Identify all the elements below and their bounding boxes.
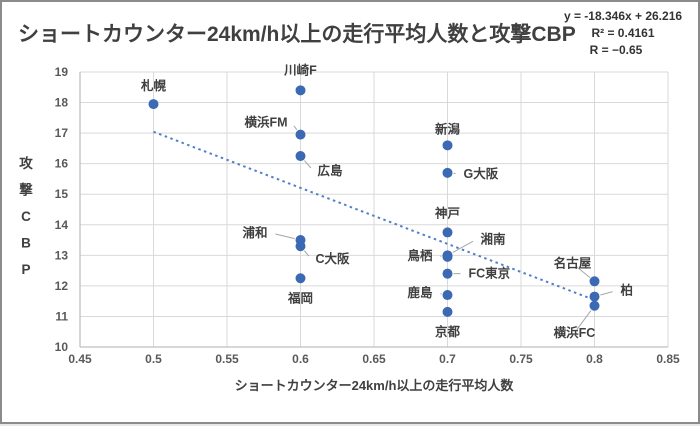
y-tick-label: 16 — [55, 157, 69, 171]
data-point — [296, 85, 306, 95]
y-tick-label: 11 — [55, 309, 68, 323]
data-point-label: 柏 — [621, 283, 634, 298]
data-point-label: 神戸 — [435, 205, 460, 220]
x-tick-label: 0.85 — [656, 352, 680, 366]
x-tick-label: 0.45 — [68, 352, 92, 366]
chart-title: ショートカウンター24km/h以上の走行平均人数と攻撃CBP — [18, 22, 576, 46]
y-tick-label: 17 — [55, 126, 69, 140]
data-point — [443, 168, 453, 178]
data-point — [443, 269, 453, 279]
data-point — [443, 307, 453, 317]
label-leader-line — [275, 234, 294, 239]
x-tick-label: 0.75 — [509, 352, 533, 366]
x-tick-label: 0.6 — [292, 352, 309, 366]
grid-layer — [80, 72, 668, 347]
data-point — [296, 130, 306, 140]
data-point — [590, 276, 600, 286]
r-value: R = −0.65 — [590, 43, 643, 57]
data-point-label: 鹿島 — [407, 285, 433, 300]
data-point-label: 新潟 — [435, 121, 461, 136]
data-point-label: 京都 — [435, 324, 461, 339]
x-tick-label: 0.65 — [362, 352, 386, 366]
x-tick-label: 0.7 — [439, 352, 456, 366]
data-point-label: 川崎F — [283, 62, 317, 77]
y-tick-label: 14 — [55, 218, 69, 232]
y-axis-title-char: 撃 — [19, 182, 33, 198]
label-leader-line — [304, 161, 310, 168]
label-leader-line — [294, 126, 297, 130]
data-point — [443, 252, 453, 262]
x-tick-label: 0.55 — [215, 352, 239, 366]
data-point-label: 名古屋 — [554, 255, 592, 270]
data-point — [590, 301, 600, 311]
data-point-label: 福岡 — [287, 290, 313, 305]
y-axis-title-char: 攻 — [19, 155, 33, 171]
data-point-label: 湘南 — [481, 231, 507, 246]
y-axis-title-char: B — [21, 236, 31, 251]
label-leader-line — [600, 292, 612, 295]
data-point-label: FC東京 — [469, 266, 511, 281]
data-point-label: 横浜FM — [244, 115, 287, 130]
x-tick-label: 0.8 — [586, 352, 603, 366]
y-tick-label: 18 — [55, 96, 69, 110]
y-tick-label: 15 — [55, 187, 69, 201]
data-point-label: 鳥栖 — [407, 248, 433, 263]
regression-equation: y = -18.346x + 26.216 — [564, 9, 682, 23]
y-tick-label: 10 — [55, 340, 69, 354]
data-point-label: 札幌 — [140, 78, 167, 93]
data-point — [443, 227, 453, 237]
y-tick-label: 19 — [55, 65, 69, 79]
data-point-label: 浦和 — [242, 225, 267, 240]
data-point-label: 広島 — [318, 163, 344, 178]
data-point-label: G大阪 — [464, 166, 499, 181]
y-tick-label: 13 — [55, 248, 69, 262]
data-point — [590, 292, 600, 302]
tick-layer: 0.45 0.5 0.55 0.6 0.65 0.7 0.75 0.8 0.85 10 11 12 13… — [55, 65, 680, 366]
data-point — [296, 241, 306, 251]
data-point — [443, 140, 453, 150]
data-point — [296, 273, 306, 283]
data-point-label: 横浜FC — [554, 325, 596, 340]
data-point — [149, 99, 159, 109]
x-axis-title: ショートカウンター24km/h以上の走行平均人数 — [235, 378, 515, 393]
data-point — [296, 151, 306, 161]
r-squared-value: R² = 0.4161 — [591, 26, 654, 40]
x-tick-label: 0.5 — [145, 352, 162, 366]
y-axis-title-char: C — [21, 209, 31, 224]
y-axis-title-char: P — [21, 262, 30, 277]
data-point-label: C大阪 — [316, 251, 351, 266]
data-point — [443, 290, 453, 300]
y-tick-label: 12 — [55, 279, 69, 293]
y-axis-title: 攻撃CBP — [19, 155, 33, 277]
